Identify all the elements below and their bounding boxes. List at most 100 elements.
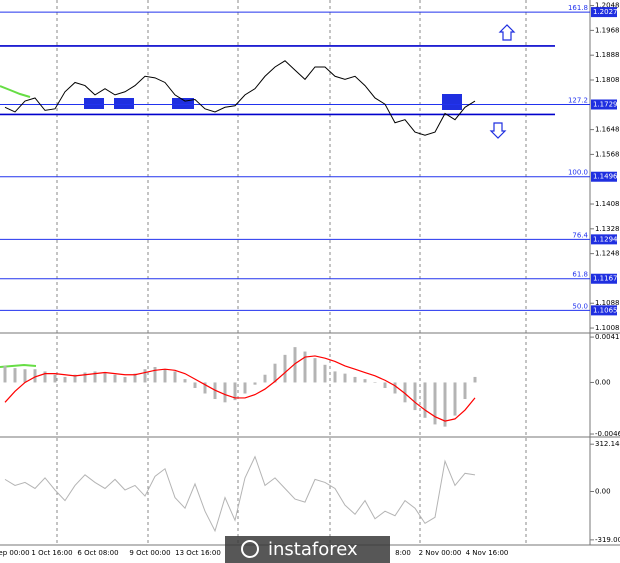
level-box: 1.1065 (591, 305, 618, 316)
histogram-bar (323, 364, 327, 383)
fib-label: 50.0 (572, 302, 588, 310)
histogram-bar (133, 373, 137, 383)
y-tick-label: 1.1008 (595, 324, 620, 332)
level-box-bg (591, 99, 617, 110)
y-tick-label: 1.1968 (595, 26, 620, 34)
histogram-bar (153, 367, 157, 383)
level-box: 1.1167 (591, 273, 618, 284)
level-box-bg (591, 305, 617, 316)
x-tick-label: 13 Oct 16:00 (175, 549, 221, 557)
fib-label: 161.8 (568, 4, 588, 12)
watermark: instaforex (225, 536, 390, 563)
price-line (4, 60, 476, 136)
y-tick-label: 0.00 (595, 488, 611, 496)
y-tick-label: 1.1888 (595, 51, 620, 59)
histogram-bar (443, 382, 447, 427)
histogram-bar (103, 372, 107, 383)
histogram-bar (73, 374, 77, 383)
level-box-label: 1.2027 (593, 8, 618, 16)
histogram-bar (203, 382, 207, 394)
histogram-bar (293, 347, 297, 383)
histogram-bar (433, 382, 437, 425)
level-box: 1.1496 (591, 171, 618, 182)
histogram-bar (243, 382, 247, 394)
histogram-bar (473, 376, 477, 383)
level-box-label: 1.1729 (593, 100, 618, 108)
level-box-bg (591, 171, 617, 182)
histogram-bar (343, 373, 347, 383)
level-box-bg (591, 273, 617, 284)
panel-frames (0, 0, 620, 546)
histogram-bar (63, 376, 67, 383)
histogram-bar (13, 368, 17, 383)
level-box-label: 1.1294 (593, 235, 618, 243)
histogram-bar (263, 374, 267, 383)
level-box-bg (591, 7, 617, 18)
y-tick-label: 1.1408 (595, 200, 620, 208)
histogram-bar (53, 374, 57, 383)
y-tick-label: 1.1568 (595, 150, 620, 158)
histogram-bar (273, 363, 277, 383)
histogram-bar (183, 379, 187, 383)
histogram-bar (463, 382, 467, 400)
x-tick-label: ep 00:00 (0, 549, 30, 557)
histogram-bar (143, 369, 147, 383)
x-tick-label: 4 Nov 16:00 (466, 549, 509, 557)
histogram-bar (223, 382, 227, 403)
histogram-bar (23, 369, 27, 383)
price-line (4, 455, 476, 533)
level-box-label: 1.1496 (593, 173, 618, 181)
histogram-bar (253, 382, 257, 385)
histogram-bar (383, 382, 387, 388)
histogram-bar (123, 376, 127, 383)
histogram-bar (453, 382, 457, 416)
watermark-text: instaforex (268, 539, 358, 560)
moving-average (0, 85, 31, 98)
fib-label: 100.0 (568, 169, 588, 177)
histogram-bar (93, 371, 97, 383)
histogram-bar (413, 382, 417, 411)
histogram-bar (173, 371, 177, 383)
vertical-grid (56, 0, 527, 545)
arrows (489, 24, 516, 139)
x-tick-label: 8:00 (395, 549, 411, 557)
x-tick-label: 1 Oct 16:00 (31, 549, 72, 557)
histogram-bar (163, 369, 167, 383)
signal-line (4, 355, 476, 422)
level-box: 1.2027 (591, 7, 618, 18)
level-box: 1.1294 (591, 234, 618, 245)
histogram-bar (233, 382, 237, 401)
x-tick-label: 2 Nov 00:00 (419, 549, 462, 557)
histogram-bar (283, 354, 287, 383)
y-tick-label: 1.1328 (595, 225, 620, 233)
histogram-bar (353, 376, 357, 383)
histogram-bar (393, 382, 397, 394)
y-tick-label: 1.1808 (595, 76, 620, 84)
histogram-bar (373, 382, 377, 383)
y-tick-label: 1.1248 (595, 250, 620, 258)
histogram-bar (403, 382, 407, 403)
level-box-label: 1.1065 (593, 306, 618, 314)
x-tick-label: 6 Oct 08:00 (77, 549, 118, 557)
y-tick-label: -319.0051 (595, 536, 620, 544)
y-tick-label: 0.00411 (595, 333, 620, 341)
level-box: 1.1729 (591, 99, 618, 110)
histogram-bar (3, 365, 7, 383)
level-box-label: 1.1167 (593, 275, 618, 283)
fib-label: 61.8 (572, 271, 588, 279)
x-tick-label: 9 Oct 00:00 (129, 549, 170, 557)
y-tick-label: 1.1088 (595, 299, 620, 307)
histogram-bar (333, 371, 337, 383)
y-tick-label: 1.2048 (595, 2, 620, 10)
y-tick-label: 1.1648 (595, 126, 620, 134)
y-tick-label: 312.1442 (595, 440, 620, 448)
histogram-bar (303, 351, 307, 383)
histogram-bar (83, 372, 87, 383)
fib-label: 76.4 (572, 231, 588, 239)
histogram-bar (423, 382, 427, 418)
level-box-bg (591, 234, 617, 245)
fib-label: 127.2 (568, 96, 588, 104)
histogram-bar (363, 379, 367, 383)
